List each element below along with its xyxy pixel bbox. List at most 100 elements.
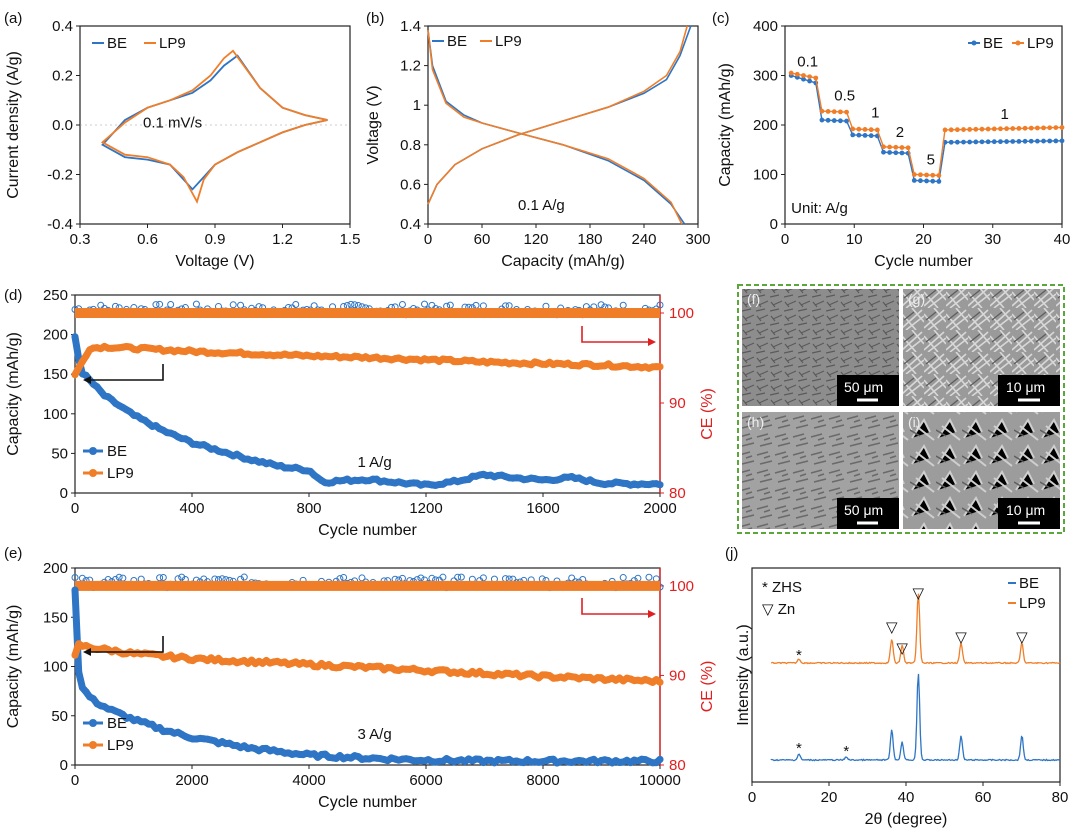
x-tick-label: 6000 (409, 772, 442, 789)
x-tick-label: 240 (631, 231, 656, 248)
y-tick-label: 300 (753, 68, 778, 85)
sem-image-f: (f) 50 μm (742, 289, 899, 406)
rate-point-lp9 (973, 126, 979, 132)
rate-point-lp9 (1059, 125, 1065, 130)
panel-label-e: (e) (4, 545, 22, 562)
rate-point-be (1028, 138, 1034, 144)
legend-marker-be (89, 719, 97, 727)
legend-label-be: BE (107, 715, 127, 732)
y-tick-label: -0.2 (47, 167, 73, 184)
y-tick-label: 200 (43, 327, 68, 344)
be-ce-point (457, 573, 465, 581)
legend-label-lp9: LP9 (1027, 35, 1054, 52)
y-tick-label: 150 (43, 609, 68, 626)
y-tick-label: 0.0 (52, 117, 73, 134)
x-tick-label: 30 (984, 231, 1001, 248)
rate-point-lp9 (991, 126, 997, 132)
rate-point-lp9 (948, 127, 954, 133)
rate-point-lp9 (1047, 125, 1053, 131)
rate-point-be (930, 178, 936, 184)
x-axis-label: Cycle number (318, 522, 417, 539)
x-tick-label: 10000 (639, 772, 681, 789)
y2-tick-label: 90 (669, 395, 686, 412)
be-ce-point (174, 575, 182, 583)
y-tick-label: 50 (51, 445, 68, 462)
rate-point-lp9 (998, 126, 1003, 132)
rate-point-be (1053, 138, 1059, 144)
y-tick-label: -0.4 (47, 216, 73, 233)
chart-panel-e: 0 2000 4000 6000 8000 10000 0 50 100 150 200 Cycle … (5, 560, 716, 811)
y-tick-label: 200 (753, 117, 778, 134)
rate-point-lp9 (979, 126, 985, 132)
panel-label-d: (d) (4, 287, 22, 304)
zhs-marker: * (843, 743, 849, 760)
rate-point-lp9 (868, 127, 874, 133)
y-tick-label: 1 (413, 97, 421, 114)
be-ce-point (619, 301, 627, 309)
y-tick-label: 0.2 (52, 68, 73, 85)
rate-point-be (973, 139, 979, 145)
legend-label-be: BE (983, 35, 1003, 52)
y-tick-label: 100 (43, 406, 68, 423)
be-ce-point (159, 573, 167, 581)
legend-label-lp9: LP9 (495, 33, 522, 50)
be-ce-point (119, 574, 127, 582)
rate-point-lp9 (930, 172, 936, 178)
be-ce-point (645, 573, 653, 581)
rate-point-be (911, 178, 917, 183)
be-ce-point (568, 574, 576, 582)
be-ce-point (454, 573, 462, 581)
capacity-point-lp9 (82, 352, 90, 360)
chart-panel-a: 0.3 0.6 0.9 1.2 1.5 -0.4 -0.2 0.0 0.2 0.4 Voltage … (5, 18, 360, 270)
legend-marker-lp9 (89, 741, 97, 749)
scale-bar-label-f: 50 μm (844, 379, 883, 395)
rate-point-be (868, 133, 874, 139)
scale-bar-label-g: 10 μm (1006, 379, 1045, 395)
x-tick-label: 2000 (643, 500, 676, 517)
x-tick-label: 60 (474, 231, 491, 248)
rate-point-lp9 (1004, 126, 1009, 132)
x-tick-label: 80 (1052, 789, 1069, 806)
y2-axis-label: CE (%) (699, 661, 716, 713)
be-ce-point (156, 300, 164, 308)
be-ce-point (421, 300, 429, 308)
x-tick-label: 40 (1054, 231, 1071, 248)
be-ce-point (192, 300, 200, 308)
capacity-point-lp9 (71, 371, 79, 379)
y-axis-label: Current density (A/g) (5, 51, 22, 199)
y-tick-label: 0 (60, 757, 68, 774)
capacity-point-be (82, 688, 90, 696)
x-tick-label: 1200 (409, 500, 442, 517)
be-ce-point (597, 301, 605, 309)
current-density-label: 3 A/g (358, 726, 392, 743)
rate-point-be (1004, 139, 1009, 144)
rate-point-be (807, 78, 813, 84)
rate-point-be (967, 139, 973, 145)
x-tick-label: 0 (71, 772, 79, 789)
capacity-axis-arrow (91, 364, 164, 381)
be-ce-point (479, 574, 487, 582)
zn-marker: ▽ (913, 585, 925, 602)
cv-curve-lp9 (100, 49, 328, 205)
y-axis-label: Capacity (mAh/g) (5, 332, 22, 456)
rate-point-be (831, 118, 837, 123)
be-ce-point (428, 574, 436, 582)
x-tick-label: 120 (523, 231, 548, 248)
rate-point-be (838, 118, 843, 124)
rate-point-lp9 (850, 126, 856, 132)
x-tick-label: 0 (71, 500, 79, 517)
rate-label: 1 (1000, 106, 1008, 123)
capacity-axis-arrow (91, 636, 164, 653)
y-tick-label: 400 (753, 18, 778, 35)
be-ce-point (351, 301, 359, 309)
rate-point-lp9 (838, 109, 843, 115)
rate-point-lp9 (788, 70, 794, 76)
rate-point-be (924, 178, 929, 184)
be-ce-point (619, 574, 627, 582)
x-axis-label: Voltage (V) (175, 253, 254, 270)
sem-label-i: (i) (908, 414, 920, 430)
be-ce-point (347, 300, 355, 308)
be-ce-point (97, 301, 105, 309)
y-tick-label: 250 (43, 287, 68, 304)
